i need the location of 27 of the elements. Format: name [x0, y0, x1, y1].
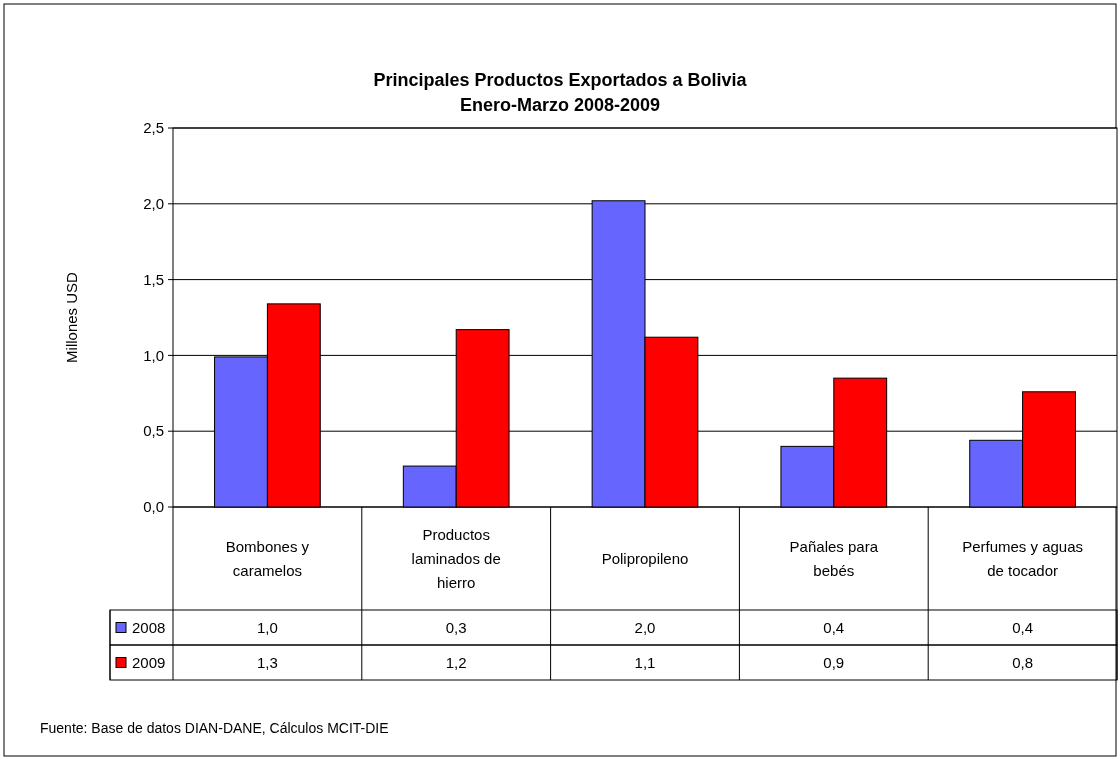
data-label: 1,0	[256, 618, 278, 636]
legend-label: 2009	[132, 653, 166, 671]
data-label: 0,3	[445, 618, 467, 636]
legend-label: 2008	[132, 618, 166, 636]
y-tick-label: 1,0	[143, 346, 164, 364]
y-tick-label: 0,5	[143, 422, 164, 440]
y-tick-label: 2,0	[143, 195, 164, 213]
x-tick-label: Pañales para bebés	[789, 537, 879, 579]
data-label: 0,9	[823, 653, 845, 671]
data-label: 0,4	[1012, 618, 1034, 636]
x-tick-label: Polipropileno	[601, 549, 689, 567]
y-tick-label: 1,5	[143, 270, 164, 288]
data-label: 1,1	[634, 653, 656, 671]
x-tick-label: Bombones y caramelos	[225, 537, 310, 579]
y-tick-label: 2,5	[143, 119, 164, 137]
x-tick-label: Perfumes y aguas de tocador	[962, 537, 1084, 579]
chart-title: Principales Productos Exportados a Bolivia	[373, 70, 748, 90]
data-label: 0,4	[823, 618, 845, 636]
data-label: 1,2	[445, 653, 467, 671]
data-label: 1,3	[256, 653, 278, 671]
chart-subtitle: Enero-Marzo 2008-2009	[459, 95, 661, 115]
source-note: Fuente: Base de datos DIAN-DANE, Cálculos MCIT-DIE	[40, 720, 389, 736]
data-label: 0,8	[1012, 653, 1034, 671]
y-tick-label: 0,0	[143, 498, 164, 516]
data-label: 2,0	[634, 618, 656, 636]
x-tick-label: Productos laminados de hierro	[411, 525, 501, 591]
y-axis-title: Millones USD	[63, 271, 80, 363]
